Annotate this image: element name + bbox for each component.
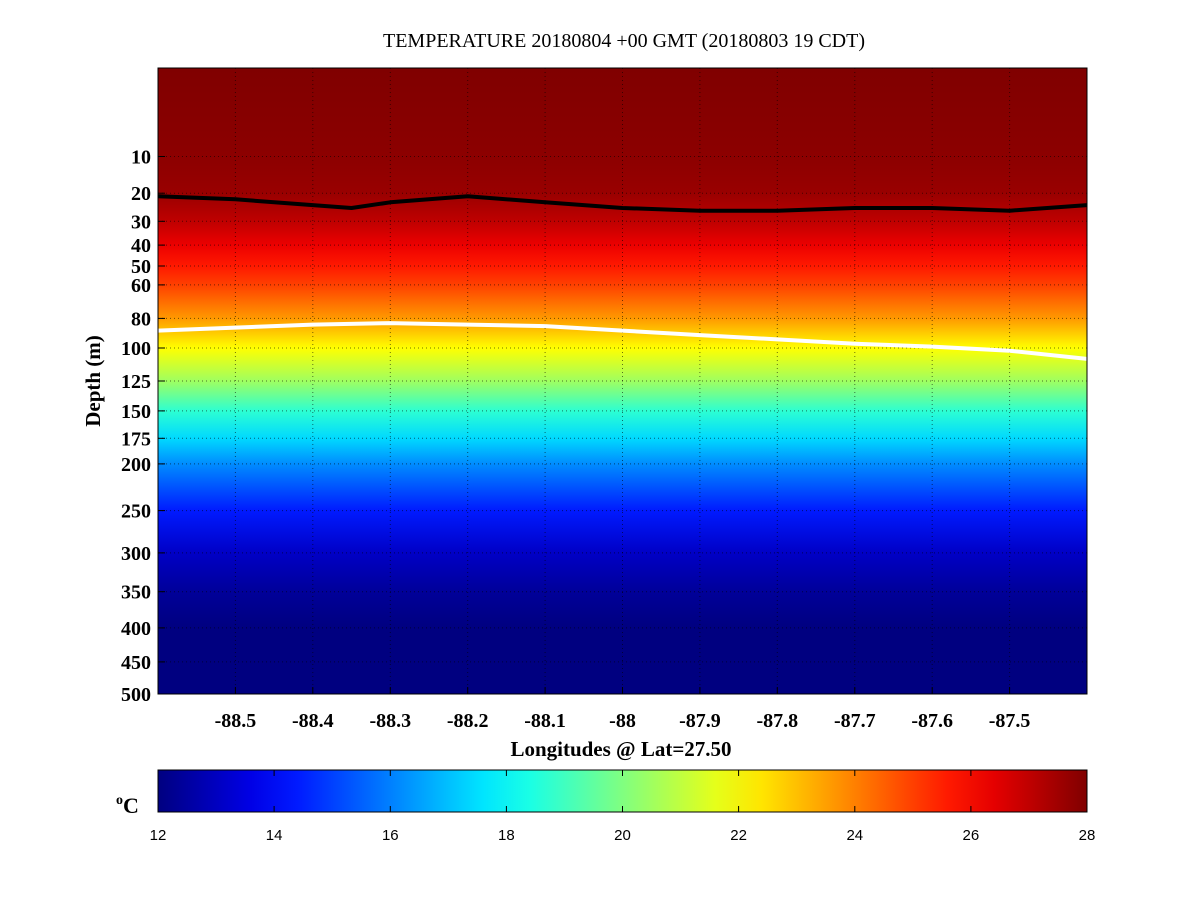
y-tick-label: 400 <box>121 618 151 640</box>
y-tick-label: 300 <box>121 543 151 565</box>
x-tick-label: -88.3 <box>369 710 411 732</box>
colorbar-unit: oC <box>116 793 139 818</box>
x-tick-label: -88.4 <box>292 710 334 732</box>
isotherm-contours <box>158 194 1087 361</box>
x-tick-label: -87.6 <box>911 710 953 732</box>
y-tick-label: 60 <box>131 275 151 297</box>
colorbar-tick-label: 22 <box>730 827 747 844</box>
isotherm-contour-line <box>158 194 1087 213</box>
y-tick-label: 50 <box>131 256 151 278</box>
isotherm-contour-line <box>158 321 1087 361</box>
colorbar-frame <box>157 769 1088 813</box>
colorbar-tick-label: 12 <box>150 827 167 844</box>
colorbar-ticks: 12 14 16 18 20 22 24 26 28 <box>150 770 1096 844</box>
y-tick-label: 100 <box>121 338 151 360</box>
x-tick-label: -88.1 <box>524 710 566 732</box>
x-tick-label: -88 <box>609 710 636 732</box>
colorbar-tick-label: 14 <box>266 827 283 844</box>
y-tick-label: 500 <box>121 684 151 706</box>
y-tick-label: 40 <box>131 235 151 257</box>
x-tick-label: -87.7 <box>834 710 876 732</box>
grid-lines <box>158 68 1087 694</box>
x-tick-label: -87.9 <box>679 710 721 732</box>
colorbar-tick-label: 28 <box>1079 827 1096 844</box>
y-tick-label: 10 <box>131 147 151 169</box>
colorbar-unit-superscript: o <box>116 793 123 808</box>
chart-title: TEMPERATURE 20180804 +00 GMT (20180803 1… <box>383 30 865 52</box>
colorbar-tick-label: 16 <box>382 827 399 844</box>
x-tick-label: -87.5 <box>989 710 1031 732</box>
colorbar-tick-label: 26 <box>963 827 980 844</box>
y-tick-label: 250 <box>121 501 151 523</box>
y-axis-label: Depth (m) <box>81 335 105 427</box>
y-tick-label: 30 <box>131 211 151 233</box>
y-tick-label: 150 <box>121 401 151 423</box>
colorbar-fill <box>158 770 1087 812</box>
y-tick-label: 200 <box>121 454 151 476</box>
colorbar-tick-label: 18 <box>498 827 515 844</box>
colorbar-tick-label: 24 <box>846 827 863 844</box>
x-axis-ticks: -88.5 -88.4 -88.3 -88.2 -88.1 -88 -87.9 -87.8 -8… <box>215 687 1031 732</box>
y-tick-label: 450 <box>121 652 151 674</box>
colorbar-unit-letter: C <box>123 793 139 818</box>
x-tick-label: -87.8 <box>756 710 798 732</box>
y-tick-label: 125 <box>121 371 151 393</box>
x-axis-label: Longitudes @ Lat=27.50 <box>510 737 731 761</box>
y-tick-label: 175 <box>121 428 151 450</box>
plot-area <box>157 67 1088 695</box>
x-tick-label: -88.2 <box>447 710 489 732</box>
y-tick-label: 20 <box>131 183 151 205</box>
x-tick-label: -88.5 <box>215 710 257 732</box>
colorbar: 12 14 16 18 20 22 24 26 28 oC <box>116 769 1096 844</box>
y-tick-label: 350 <box>121 582 151 604</box>
colorbar-tick-label: 20 <box>614 827 631 844</box>
y-tick-label: 80 <box>131 308 151 330</box>
